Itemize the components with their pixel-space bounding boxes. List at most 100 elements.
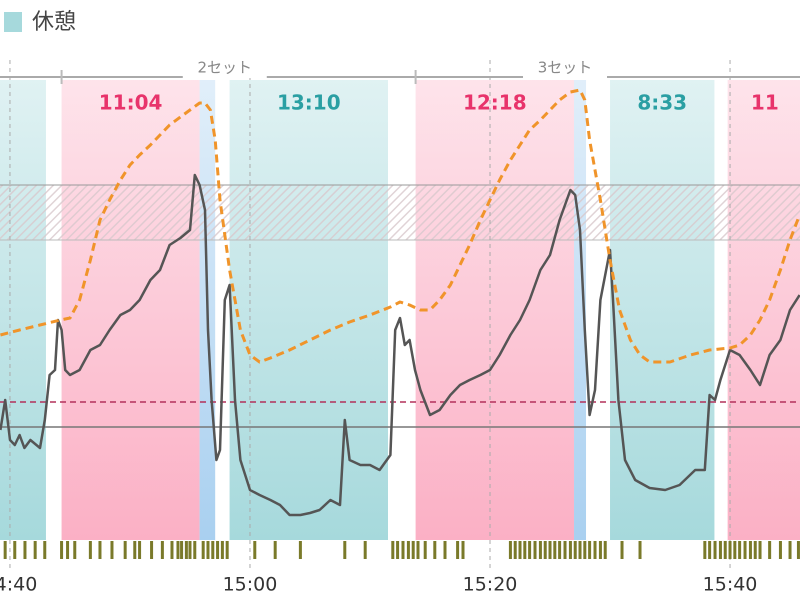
activity-mark [796,541,800,559]
activity-mark [558,541,562,559]
activity-mark [588,541,592,559]
activity-mark [98,541,102,559]
activity-mark [363,541,367,559]
activity-mark [568,541,572,559]
activity-mark [703,541,707,559]
activity-mark [138,541,142,559]
activity-mark [391,541,395,559]
activity-mark [220,541,224,559]
activity-mark [206,541,210,559]
activity-mark [553,541,557,559]
activity-mark [273,541,277,559]
activity-mark [708,541,712,559]
interval-band [0,80,46,540]
activity-mark [201,541,205,559]
activity-mark [538,541,542,559]
activity-mark [620,541,624,559]
activity-mark [88,541,92,559]
activity-mark [788,541,792,559]
activity-mark [713,541,717,559]
x-tick-label: 15:00 [223,574,278,596]
activity-mark [443,541,447,559]
set-label-bg [182,60,267,78]
set-label: 2セット [198,59,253,77]
activity-mark [638,541,642,559]
activity-mark [253,541,257,559]
activity-mark [133,541,137,559]
activity-mark [563,541,567,559]
labels-layer: 11:04 13:10 12:18 8:33 11 2セット 3セット 14:40 15:00 1… [0,59,779,596]
lines-layer [0,88,800,517]
activity-mark [603,541,607,559]
activity-mark [778,541,782,559]
activity-mark [401,541,405,559]
activity-mark [768,541,772,559]
activity-mark [423,541,427,559]
activity-mark [43,541,47,559]
activity-mark [753,541,757,559]
activity-mark [73,541,77,559]
activity-mark [578,541,582,559]
activity-mark [743,541,747,559]
activity-mark [180,541,184,559]
activity-mark [543,541,547,559]
activity-mark [723,541,727,559]
activity-mark [23,541,27,559]
activity-mark [513,541,517,559]
activity-mark [396,541,400,559]
legend-label: 休憩 [32,10,76,35]
activity-mark [33,541,37,559]
band-label: 12:18 [463,91,527,115]
zone-layer [0,184,800,241]
activity-mark [583,541,587,559]
activity-mark [211,541,215,559]
heart-rate-line [0,173,800,517]
x-tick-label: 15:20 [463,574,518,596]
activity-mark [748,541,752,559]
activity-mark [728,541,732,559]
activity-mark [123,541,127,559]
activity-mark [718,541,722,559]
activity-mark [406,541,410,559]
activity-mark [225,541,229,559]
set-label-bg [523,60,608,78]
activity-mark [160,541,164,559]
activity-mark [548,541,552,559]
x-tick-label: 15:40 [703,574,758,596]
activity-mark [298,541,302,559]
grid-layer [0,60,800,570]
activity-mark [343,541,347,559]
band-label: 8:33 [637,91,687,115]
activity-mark [508,541,512,559]
interval-band [415,80,575,540]
activity-mark [733,541,737,559]
activity-mark [461,541,465,559]
activity-mark [416,541,420,559]
activity-mark [528,541,532,559]
activity-mark [216,541,220,559]
band-label: 13:10 [277,91,341,115]
band-label: 11 [751,91,779,115]
activity-mark [456,541,460,559]
marks-layer [3,541,800,559]
activity-mark [184,541,188,559]
activity-mark [188,541,192,559]
target-zone [0,185,800,240]
activity-mark [176,541,180,559]
interval-band [229,80,388,540]
activity-mark [523,541,527,559]
activity-mark [110,541,114,559]
activity-mark [433,541,437,559]
activity-mark [3,541,7,559]
set-label: 3セット [538,59,593,77]
activity-mark [13,541,17,559]
activity-mark [738,541,742,559]
activity-mark [66,541,70,559]
activity-mark [533,541,537,559]
activity-mark [593,541,597,559]
activity-mark [170,541,174,559]
activity-mark [573,541,577,559]
legend-swatch [4,12,22,32]
